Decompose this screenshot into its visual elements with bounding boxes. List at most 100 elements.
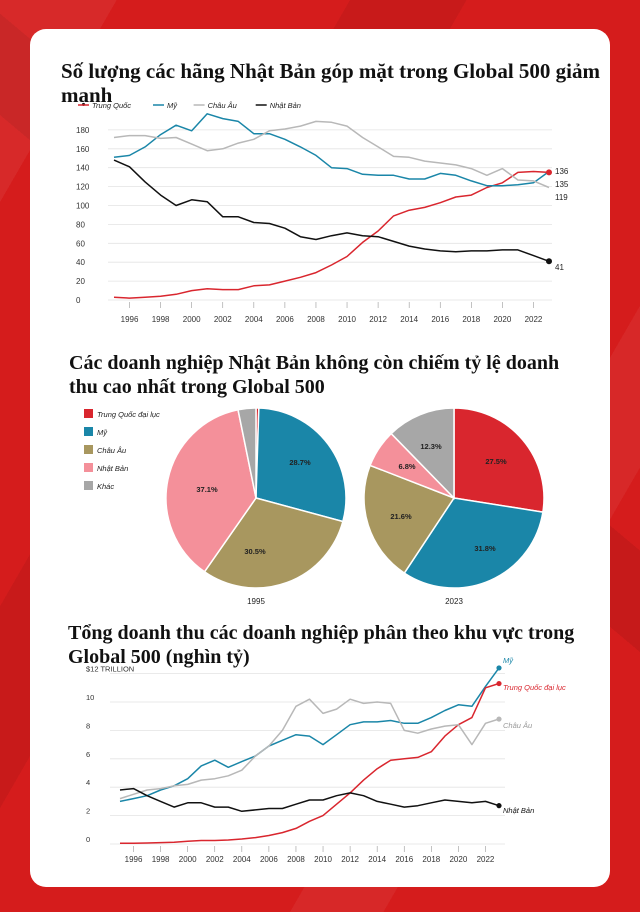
chart1-end-label-1: 135	[555, 180, 569, 189]
chart1-legend-my: Mỹ	[167, 101, 178, 110]
chart1-end-label-2: 119	[555, 193, 568, 202]
chart3-ytick-2: 2	[86, 807, 90, 816]
chart1-line-chau-au	[113, 120, 550, 189]
chart1-ytick-20: 20	[76, 277, 85, 286]
chart2-pie1995-label-chau-au: 30.5%	[244, 547, 266, 556]
chart3-line-my	[119, 667, 500, 803]
chart3-xtick-2020: 2020	[449, 855, 467, 864]
chart2-title: Các doanh nghiệp Nhật Bản không còn chiế…	[69, 352, 560, 398]
chart2-pie1995-slice-my	[255, 407, 347, 523]
chart3-line-chau-au	[119, 698, 500, 800]
chart1-legend-chau-au: Châu Âu	[208, 101, 238, 110]
chart3-series-label-my: Mỹ	[503, 656, 514, 665]
chart2-legend-chau-au: Châu Âu	[97, 446, 127, 455]
chart3-xtick-2004: 2004	[233, 855, 251, 864]
chart3-xtick-2022: 2022	[477, 855, 495, 864]
chart2-legend-my: Mỹ	[97, 428, 108, 437]
chart1-xtick-1996: 1996	[121, 315, 139, 324]
chart2-legend-trung-quoc-dai-luc: Trung Quốc đại lục	[97, 410, 160, 419]
chart2-legend-swatch-khac	[84, 481, 93, 490]
chart3-end-dot-nhat-ban	[496, 803, 502, 809]
chart1-end-dot-trung-quoc	[546, 169, 552, 176]
chart3-ytop-label: $12 TRILLION	[86, 665, 134, 674]
chart2-pie2023-slice-my	[403, 497, 544, 589]
chart1-xtick-2010: 2010	[338, 315, 356, 324]
chart2-legend-swatch-nhat-ban	[84, 463, 93, 472]
chart1-end-dot-nhat-ban	[546, 258, 552, 265]
chart3-ytick-0: 0	[86, 835, 90, 844]
chart2-pie1995-label-nhat-ban: 37.1%	[196, 485, 218, 494]
chart1-xtick-1998: 1998	[152, 315, 170, 324]
chart3-line-nhat-ban	[119, 787, 500, 813]
chart3-series-label-trung-quoc-dai-luc: Trung Quốc đại lục	[503, 683, 566, 692]
chart1-ytick-80: 80	[76, 220, 85, 229]
chart1-xtick-2006: 2006	[276, 315, 294, 324]
chart3-xtick-2002: 2002	[206, 855, 224, 864]
chart1-ytick-180: 180	[76, 126, 90, 135]
chart3-line-trung-quoc-dai-luc	[120, 682, 500, 845]
chart1-xtick-2004: 2004	[245, 315, 263, 324]
chart1-xtick-2008: 2008	[307, 315, 325, 324]
chart2-pie2023-label-khac: 12.3%	[420, 442, 442, 451]
chart1-end-label-3: 41	[555, 263, 564, 272]
chart1-xtick-2012: 2012	[369, 315, 387, 324]
chart2-legend-swatch-chau-au	[84, 445, 93, 454]
chart1-ytick-160: 160	[76, 145, 90, 154]
chart2-pie1995-slice-khac	[237, 407, 257, 499]
chart3-end-dot-chau-au	[496, 716, 502, 722]
chart2-pie1995-slice-chau-au	[203, 497, 344, 589]
chart3-series-label-nhat-ban: Nhật Bản	[503, 806, 534, 815]
chart1-line-my	[113, 113, 550, 187]
chart3-end-dot-my	[496, 665, 502, 671]
chart3-xtick-2012: 2012	[341, 855, 359, 864]
chart3-xtick-2006: 2006	[260, 855, 278, 864]
chart1-xtick-2022: 2022	[525, 315, 543, 324]
chart3-ytick-10: 10	[86, 693, 94, 702]
chart3-ytick-8: 8	[86, 721, 90, 730]
chart1-end-label-0: 136	[555, 167, 569, 176]
chart2-pie2023-label-my: 31.8%	[474, 544, 496, 553]
chart2-legend-swatch-trung-quoc-dai-luc	[84, 409, 93, 418]
chart3-end-dot-trung-quoc-dai-luc	[496, 680, 502, 687]
chart1-line-trung-quoc	[113, 170, 550, 299]
chart2-pie-year-2023: 2023	[445, 597, 463, 606]
chart1-legend-trung-quoc: Trung Quốc	[92, 101, 131, 110]
chart2-pie1995-slice-nhat-ban	[165, 408, 257, 573]
chart2-pie2023-label-nhat-ban: 6.8%	[398, 462, 415, 471]
chart2-legend-swatch-my	[84, 427, 93, 436]
chart1-ytick-0: 0	[76, 296, 81, 305]
chart2-pie-year-1995: 1995	[247, 597, 265, 606]
chart1-ytick-100: 100	[76, 202, 90, 211]
chart3-xtick-2008: 2008	[287, 855, 305, 864]
chart3-xtick-1998: 1998	[152, 855, 170, 864]
chart2-pie2023-slice-chau-au	[363, 464, 456, 575]
chart3-ytick-4: 4	[86, 778, 90, 787]
chart1-ytick-140: 140	[76, 164, 90, 173]
chart2-pie2023-slice-trung-quoc-dai-luc	[453, 407, 545, 513]
chart2-legend-khac: Khác	[97, 482, 114, 491]
chart3-xtick-2016: 2016	[395, 855, 413, 864]
chart3-xtick-2000: 2000	[179, 855, 197, 864]
chart1-xtick-2014: 2014	[400, 315, 418, 324]
chart1-ytick-60: 60	[76, 239, 85, 248]
chart1-ytick-40: 40	[76, 258, 85, 267]
chart2-pie1995-label-my: 28.7%	[289, 458, 311, 467]
chart3-series-label-chau-au: Châu Âu	[503, 721, 533, 730]
chart1-xtick-2002: 2002	[214, 315, 232, 324]
chart3-xtick-2018: 2018	[422, 855, 440, 864]
chart1-xtick-2020: 2020	[493, 315, 511, 324]
chart1-title: Số lượng các hãng Nhật Bản góp mặt trong…	[61, 59, 600, 107]
chart2-pie2023-slice-khac	[390, 407, 455, 500]
chart1-xtick-2000: 2000	[183, 315, 201, 324]
chart1-ytick-120: 120	[76, 183, 90, 192]
chart1-line-nhat-ban	[113, 159, 550, 263]
chart1-legend-nhat-ban: Nhật Bản	[270, 101, 301, 110]
chart1-xtick-2018: 2018	[462, 315, 480, 324]
chart2-pie2023-label-trung-quoc-dai-luc: 27.5%	[485, 457, 507, 466]
chart2-legend-nhat-ban: Nhật Bản	[97, 464, 128, 473]
chart3-title: Tổng doanh thu các doanh nghiệp phân the…	[68, 622, 575, 668]
chart3-xtick-2014: 2014	[368, 855, 386, 864]
infographic-card: Số lượng các hãng Nhật Bản góp mặt trong…	[30, 29, 610, 887]
chart3-ytick-6: 6	[86, 750, 90, 759]
